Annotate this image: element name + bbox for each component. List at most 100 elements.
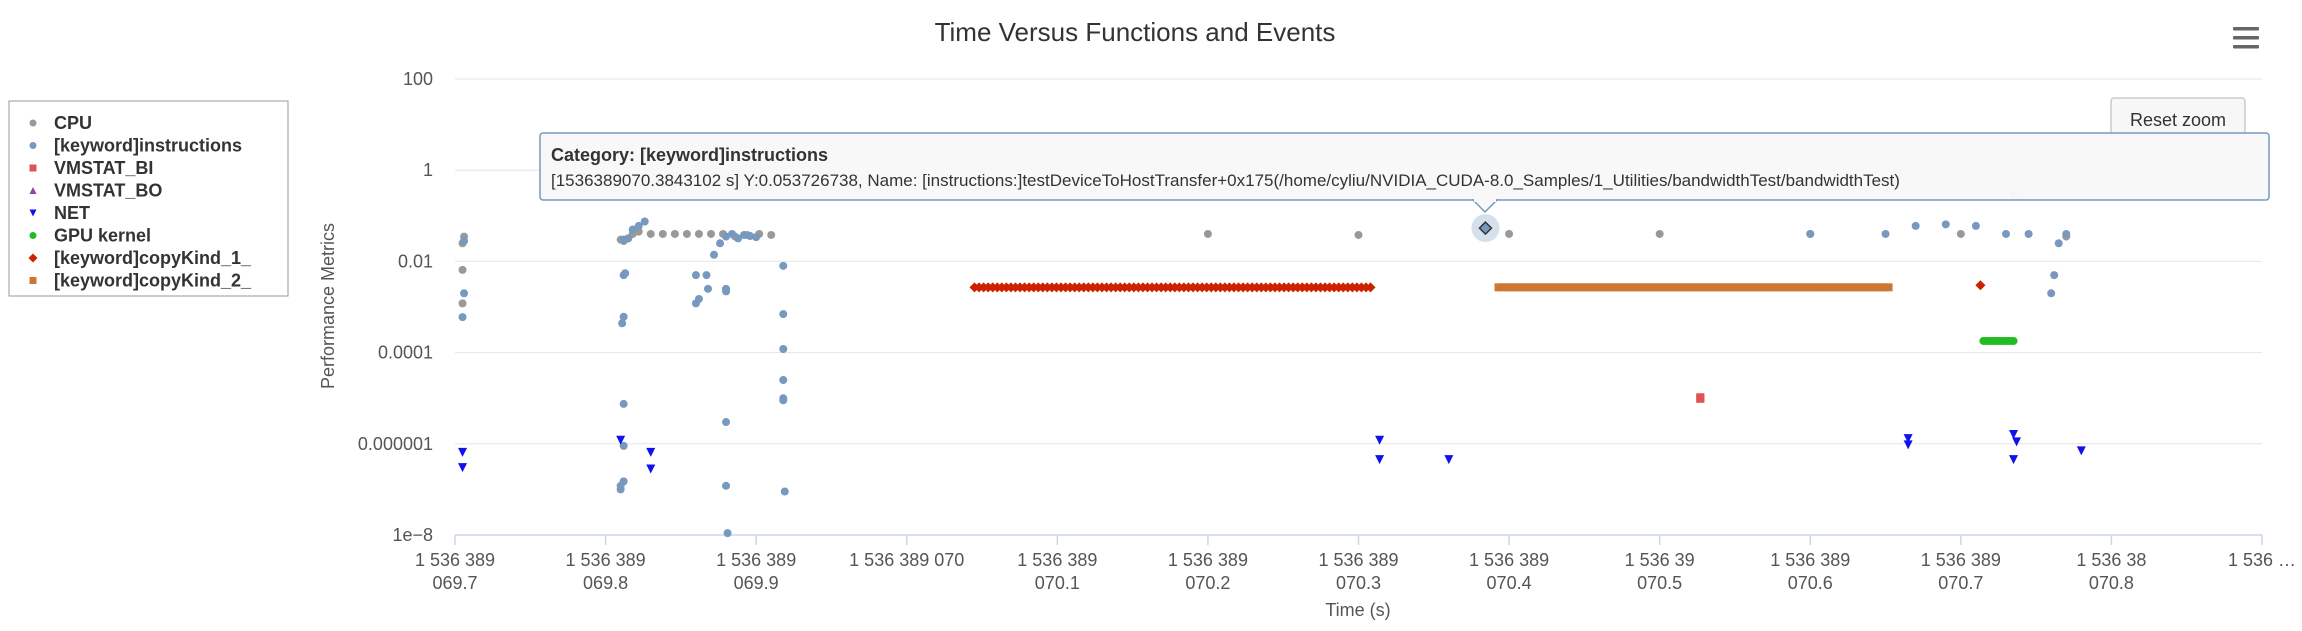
data-point-keyword-copykind-2[interactable]: [1657, 283, 1666, 292]
data-point-net[interactable]: [1375, 435, 1385, 445]
data-point-keyword-copykind-2[interactable]: [1671, 283, 1680, 292]
data-point-keyword-instructions[interactable]: [722, 481, 731, 490]
data-point-keyword-copykind-2[interactable]: [1843, 283, 1852, 292]
data-point-keyword-copykind-2[interactable]: [1607, 283, 1616, 292]
data-point-keyword-instructions[interactable]: [722, 418, 731, 427]
legend-marker-icon[interactable]: [29, 187, 37, 194]
data-point-keyword-instructions[interactable]: [624, 234, 633, 243]
data-point-keyword-copykind-2[interactable]: [1616, 283, 1625, 292]
data-point-keyword-instructions[interactable]: [618, 319, 627, 328]
data-point-keyword-copykind-2[interactable]: [1753, 283, 1762, 292]
data-point-keyword-copykind-2[interactable]: [1703, 283, 1712, 292]
data-point-keyword-copykind-2[interactable]: [1834, 283, 1843, 292]
data-point-keyword-copykind-2[interactable]: [1784, 283, 1793, 292]
legend-item-vmstat-bi[interactable]: VMSTAT_BI: [29, 158, 154, 178]
legend-item-keyword-instructions[interactable]: [keyword]instructions: [29, 136, 243, 156]
data-point-keyword-copykind-2[interactable]: [1857, 283, 1866, 292]
data-point-net[interactable]: [2009, 429, 2019, 439]
data-point-net[interactable]: [1375, 455, 1385, 465]
data-point-keyword-instructions[interactable]: [779, 310, 788, 319]
data-point-keyword-copykind-2[interactable]: [1626, 283, 1635, 292]
data-point-keyword-instructions[interactable]: [728, 229, 737, 238]
data-point-keyword-copykind-2[interactable]: [1589, 283, 1598, 292]
data-point-cpu[interactable]: [658, 229, 667, 238]
data-point-keyword-copykind-2[interactable]: [1775, 283, 1784, 292]
data-point-keyword-instructions[interactable]: [616, 485, 625, 494]
data-point-keyword-copykind-2[interactable]: [1689, 283, 1698, 292]
legend-marker-icon[interactable]: [29, 164, 37, 172]
data-point-net[interactable]: [1903, 434, 1913, 444]
data-point-keyword-copykind-2[interactable]: [1802, 283, 1811, 292]
data-point-keyword-copykind-2[interactable]: [1880, 283, 1889, 292]
data-point-keyword-instructions[interactable]: [1911, 221, 1920, 230]
data-point-keyword-copykind-2[interactable]: [1739, 283, 1748, 292]
data-point-keyword-copykind-2[interactable]: [1567, 283, 1576, 292]
data-point-keyword-copykind-2[interactable]: [1694, 283, 1703, 292]
data-point-keyword-copykind-2[interactable]: [1789, 283, 1798, 292]
data-point-keyword-copykind-2[interactable]: [1612, 283, 1621, 292]
data-point-cpu[interactable]: [458, 265, 467, 274]
data-point-keyword-copykind-2[interactable]: [1698, 283, 1707, 292]
data-point-keyword-copykind-2[interactable]: [1685, 283, 1694, 292]
data-point-keyword-instructions[interactable]: [619, 312, 628, 321]
data-point-keyword-instructions[interactable]: [734, 234, 743, 243]
data-point-cpu[interactable]: [646, 229, 655, 238]
data-point-keyword-instructions[interactable]: [722, 287, 731, 296]
data-point-keyword-instructions[interactable]: [723, 529, 732, 538]
legend-item-net[interactable]: NET: [29, 203, 91, 223]
data-point-keyword-instructions[interactable]: [640, 217, 649, 226]
data-point-keyword-copykind-2[interactable]: [1648, 283, 1657, 292]
data-point-keyword-instructions[interactable]: [2050, 271, 2059, 280]
data-point-net[interactable]: [2009, 455, 2019, 465]
data-point-net[interactable]: [1903, 440, 1913, 450]
data-point-keyword-copykind-2[interactable]: [1780, 283, 1789, 292]
data-point-keyword-copykind-2[interactable]: [1535, 283, 1544, 292]
data-point-keyword-copykind-2[interactable]: [1884, 283, 1893, 292]
data-point-keyword-instructions[interactable]: [1881, 229, 1890, 238]
data-point-keyword-copykind-2[interactable]: [1771, 283, 1780, 292]
data-point-keyword-copykind-2[interactable]: [1571, 283, 1580, 292]
data-point-cpu[interactable]: [458, 299, 467, 308]
data-point-keyword-instructions[interactable]: [460, 289, 469, 298]
data-point-vmstat-bi[interactable]: [1696, 393, 1705, 402]
data-point-net[interactable]: [458, 463, 468, 473]
data-point-keyword-copykind-2[interactable]: [1721, 283, 1730, 292]
data-point-keyword-copykind-2[interactable]: [1562, 283, 1571, 292]
data-point-keyword-instructions[interactable]: [619, 477, 628, 486]
data-point-keyword-copykind-2[interactable]: [1517, 283, 1526, 292]
data-point-keyword-copykind-2[interactable]: [1576, 283, 1585, 292]
data-point-keyword-copykind-2[interactable]: [1539, 283, 1548, 292]
data-point-keyword-copykind-2[interactable]: [1734, 283, 1743, 292]
data-point-keyword-instructions[interactable]: [634, 221, 643, 230]
legend-marker-icon[interactable]: [28, 253, 38, 263]
data-point-keyword-copykind-2[interactable]: [1743, 283, 1752, 292]
data-point-keyword-copykind-2[interactable]: [1635, 283, 1644, 292]
data-point-keyword-copykind-2[interactable]: [1730, 283, 1739, 292]
data-point-keyword-copykind-2[interactable]: [1530, 283, 1539, 292]
data-point-keyword-instructions[interactable]: [619, 399, 628, 408]
data-point-cpu[interactable]: [694, 229, 703, 238]
data-point-cpu[interactable]: [634, 227, 643, 236]
legend-item-keyword-copykind-2[interactable]: [keyword]copyKind_2_: [29, 271, 253, 291]
data-point-keyword-copykind-2[interactable]: [1499, 283, 1508, 292]
data-point-keyword-instructions[interactable]: [2047, 289, 2056, 298]
data-point-keyword-copykind-2[interactable]: [1644, 283, 1653, 292]
data-point-cpu[interactable]: [1354, 230, 1363, 239]
data-point-keyword-copykind-2[interactable]: [1503, 283, 1512, 292]
data-point-keyword-copykind-2[interactable]: [1630, 283, 1639, 292]
data-point-keyword-copykind-2[interactable]: [1830, 283, 1839, 292]
data-point-keyword-copykind-2[interactable]: [1680, 283, 1689, 292]
data-point-keyword-copykind-2[interactable]: [1875, 283, 1884, 292]
data-point-keyword-copykind-2[interactable]: [1870, 283, 1879, 292]
data-point-keyword-instructions[interactable]: [619, 441, 628, 450]
data-point-keyword-copykind-2[interactable]: [1675, 283, 1684, 292]
data-point-keyword-instructions[interactable]: [722, 232, 731, 241]
legend-marker-icon[interactable]: [29, 142, 37, 149]
data-point-keyword-instructions[interactable]: [716, 239, 725, 248]
data-point-keyword-copykind-2[interactable]: [1825, 283, 1834, 292]
data-point-keyword-instructions[interactable]: [710, 250, 719, 259]
data-point-keyword-copykind-2[interactable]: [1598, 283, 1607, 292]
legend-marker-icon[interactable]: [29, 119, 37, 127]
data-point-keyword-copykind-2[interactable]: [1816, 283, 1825, 292]
data-point-keyword-copykind-2[interactable]: [1839, 283, 1848, 292]
